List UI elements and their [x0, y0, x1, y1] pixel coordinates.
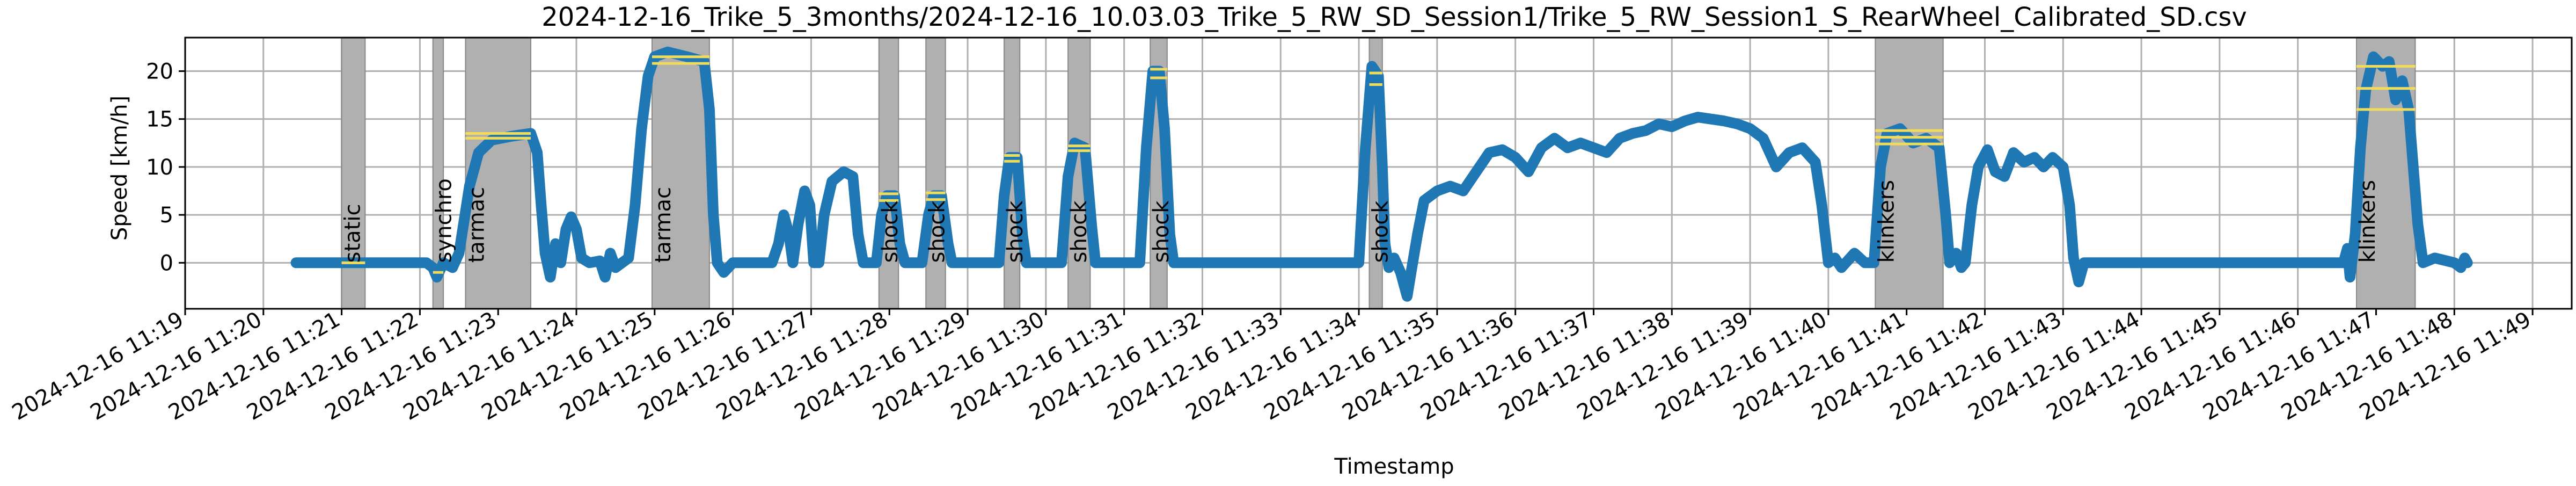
segment-band [925, 37, 946, 309]
y-tick-label: 15 [146, 107, 173, 132]
segment-label: tarmac [651, 187, 676, 263]
y-axis-label: Speed [km/h] [107, 96, 132, 241]
y-tick-label: 10 [146, 155, 173, 180]
segment-label: shock [1067, 200, 1092, 263]
speed-series-line [290, 46, 2473, 302]
segment-band [878, 37, 899, 309]
segment-label: shock [1003, 200, 1028, 263]
segment-label: shock [1149, 200, 1174, 263]
segment-band [1875, 37, 1944, 309]
plot-frame [184, 37, 2573, 310]
x-axis-label: Timestamp [1334, 454, 1454, 479]
segment-label: klinkers [2355, 180, 2380, 263]
segment-label: tarmac [464, 187, 489, 263]
y-tick-label: 20 [146, 59, 173, 84]
segment-label: shock [878, 200, 903, 263]
segment-label: klinkers [1874, 180, 1899, 263]
segment-label: shock [1368, 200, 1393, 263]
y-tick-label: 0 [160, 251, 173, 275]
segment-band [651, 37, 710, 309]
chart-title: 2024-12-16_Trike_5_3months/2024-12-16_10… [541, 2, 2247, 32]
segment-label: synchro [432, 178, 457, 263]
y-tick-label: 5 [160, 203, 173, 228]
segment-label: shock [925, 200, 949, 263]
segment-label: static [341, 204, 365, 263]
